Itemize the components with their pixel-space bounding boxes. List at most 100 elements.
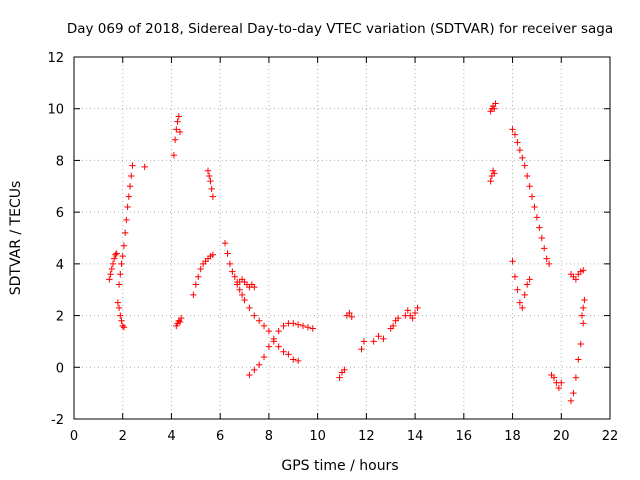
- data-point: [251, 283, 258, 291]
- data-point: [581, 296, 588, 304]
- data-point: [404, 307, 411, 314]
- x-tick-label: 0: [70, 429, 78, 444]
- x-tick-label: 22: [602, 429, 619, 444]
- data-point: [526, 183, 533, 190]
- y-tick-label: 10: [47, 103, 64, 118]
- x-tick-labels: 0 2 4 6 8 10 12 14 16 18 20 22: [70, 429, 618, 444]
- series-arc-10: [234, 276, 258, 291]
- data-point: [119, 322, 126, 330]
- series-arc-21: [509, 258, 533, 312]
- data-point: [265, 343, 273, 350]
- x-tick-label: 20: [553, 429, 570, 444]
- data-point: [487, 177, 494, 185]
- y-tick-label: 12: [47, 51, 64, 66]
- y-tick-label: 6: [56, 206, 64, 221]
- data-point: [531, 203, 538, 211]
- data-point: [204, 167, 212, 174]
- series-arc-23: [567, 320, 587, 405]
- series-arc-01: [106, 250, 120, 283]
- data-point: [125, 193, 133, 200]
- axis-ticks: [73, 56, 611, 420]
- data-point: [414, 304, 421, 312]
- data-point: [514, 286, 521, 293]
- data-point: [251, 312, 258, 319]
- data-point: [580, 304, 587, 312]
- data-point: [275, 327, 282, 335]
- data-point: [348, 313, 355, 321]
- data-point: [241, 296, 248, 304]
- data-point: [394, 314, 402, 322]
- data-point: [526, 276, 533, 283]
- series-arc-19: [487, 167, 498, 185]
- data-point: [521, 162, 528, 169]
- series-arc-16: [387, 314, 402, 332]
- series-arc-08: [204, 167, 217, 200]
- data-point: [111, 255, 118, 262]
- series-arc-12: [336, 366, 348, 381]
- data-point: [358, 345, 365, 353]
- series-arc-11: [246, 320, 316, 379]
- data-point: [118, 260, 125, 268]
- data-point: [523, 172, 531, 180]
- data-point: [176, 318, 184, 326]
- data-point: [129, 162, 136, 169]
- data-point: [246, 304, 253, 312]
- data-point: [176, 128, 184, 136]
- data-point: [229, 268, 236, 275]
- series-arc-14: [358, 338, 368, 353]
- data-point: [209, 251, 217, 259]
- data-point: [304, 324, 312, 331]
- data-point: [541, 245, 548, 252]
- data-point: [246, 371, 253, 379]
- x-tick-label: 2: [119, 429, 127, 444]
- data-point: [255, 317, 263, 324]
- data-point: [107, 271, 114, 278]
- data-point: [141, 163, 148, 171]
- x-tick-label: 18: [504, 429, 521, 444]
- x-axis-title: GPS time / hours: [281, 458, 398, 474]
- series-arc-24: [578, 296, 588, 319]
- data-point: [171, 136, 179, 143]
- data-point: [260, 353, 268, 361]
- plot-frame: [73, 56, 611, 420]
- x-tick-label: 6: [216, 429, 224, 444]
- data-point: [115, 304, 123, 312]
- y-tick-label: 8: [56, 154, 64, 169]
- data-point: [123, 216, 130, 224]
- data-point: [251, 366, 258, 374]
- data-point: [238, 291, 246, 299]
- series-arc-04: [141, 163, 148, 171]
- data-point: [128, 172, 135, 180]
- data-point: [221, 239, 229, 247]
- data-point: [575, 356, 582, 363]
- data-point: [109, 260, 117, 268]
- data-point: [195, 273, 202, 280]
- data-point: [360, 338, 368, 345]
- data-point: [265, 327, 273, 335]
- data-point: [197, 265, 204, 273]
- data-point: [341, 366, 348, 374]
- series-arc-09: [221, 239, 302, 365]
- data-point: [231, 273, 238, 280]
- data-point: [555, 384, 563, 392]
- data-point: [173, 126, 180, 133]
- data-point: [192, 281, 200, 288]
- x-tick-label: 16: [456, 429, 473, 444]
- data-point: [516, 146, 524, 154]
- data-point: [174, 118, 181, 125]
- data-point: [411, 309, 419, 317]
- data-point: [290, 356, 297, 363]
- data-point: [178, 314, 185, 322]
- data-point: [208, 185, 215, 193]
- data-point: [543, 255, 550, 262]
- data-point: [519, 154, 526, 162]
- data-point: [511, 131, 519, 138]
- data-point: [550, 374, 558, 381]
- data-points: [106, 100, 588, 405]
- data-point: [113, 250, 120, 257]
- series-arc-18: [487, 100, 499, 115]
- data-point: [118, 317, 125, 324]
- data-point: [577, 340, 584, 348]
- data-point: [519, 304, 526, 312]
